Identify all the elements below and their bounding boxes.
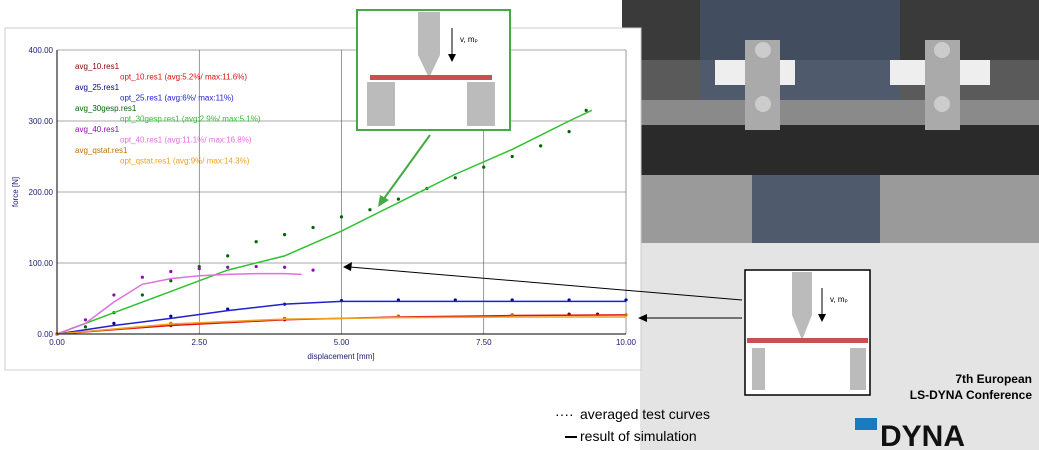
x-tick-label: 5.00 [334,338,350,347]
legend-entry: opt_40.res1 (avg:11.1%/ max:16.8%) [120,136,252,145]
x-tick-label: 0.00 [49,338,65,347]
data-point [169,269,173,274]
x-tick-label: 10.00 [616,338,637,347]
legend-entry: avg_30gesp.res1 [75,104,137,113]
data-point [226,254,230,258]
diagram-bottom: v, mₚ [744,269,871,396]
diagram-label: v, mₚ [830,295,848,304]
data-point [83,318,88,322]
y-tick-label: 100.00 [29,259,54,268]
conference: LS-DYNA Conference [910,388,1033,402]
y-tick-label: 0.00 [37,330,53,339]
legend-entry: opt_10.res1 (avg:5.2%/ max:11.6%) [120,73,247,82]
x-axis-label: displacement [mm] [307,352,374,361]
dots-symbol: ···· [555,406,574,422]
legend-entry: opt_30gesp.res1 (avg:2.9%/ max:5.1%) [120,115,261,124]
legend-entry: avg_qstat.res1 [75,146,128,155]
x-tick-label: 2.50 [191,338,207,347]
data-point [112,321,116,325]
data-point [510,313,514,317]
series-line [56,272,302,335]
series-line [56,109,593,335]
legend-entry: avg_40.res1 [75,125,120,134]
conference: 7th European [955,372,1032,386]
note: result of simulation [580,428,697,444]
y-tick-label: 400.00 [29,46,54,55]
data-point [83,325,88,329]
arrow-head [343,262,352,271]
data-point [368,208,372,212]
data-point [112,293,116,297]
data-point [226,265,230,269]
data-point [254,240,258,244]
y-tick-label: 300.00 [29,117,54,126]
x-tick-label: 7.50 [476,338,492,347]
legend-entry: avg_10.res1 [75,62,120,71]
diagram-top: v, mₚ [356,9,511,131]
arrow-head [378,195,389,207]
series-line [56,316,626,335]
data-point [539,144,543,148]
arrow [349,266,743,301]
data-point [453,176,457,180]
data-point [624,313,628,317]
photo [622,0,1039,243]
arrow [382,134,431,201]
data-point [254,264,258,269]
data-point [482,165,486,169]
data-point [140,293,144,297]
data-point [140,275,144,279]
plot: 0.00 100.00 200.00 300.00 400.00 0.00 2.50 5.00… [29,46,637,347]
data-point [169,279,173,283]
data-point [567,130,571,134]
legend-entry: opt_25.res1 (avg:6%/ max:11%) [120,94,234,103]
logo: DYNA [880,420,965,450]
data-point [584,108,588,112]
data-point [311,225,315,230]
diagram-label: v, mₚ [460,35,478,44]
data-point [283,233,287,237]
arrow-head [638,314,647,322]
logo-mark [855,418,877,430]
data-point [339,215,344,219]
y-axis-label: force [N] [11,177,20,207]
data-point [311,268,315,272]
data-point [283,265,287,269]
y-tick-label: 200.00 [29,188,54,197]
legend-entry: opt_qstat.res1 (avg:9%/ max:14.3%) [120,157,250,166]
data-point [510,154,514,159]
legend-entry: avg_25.res1 [75,83,120,92]
data-point [197,267,201,271]
series-line [56,300,626,335]
data-point [396,197,400,201]
note: averaged test curves [580,406,710,422]
data-point [169,314,173,318]
